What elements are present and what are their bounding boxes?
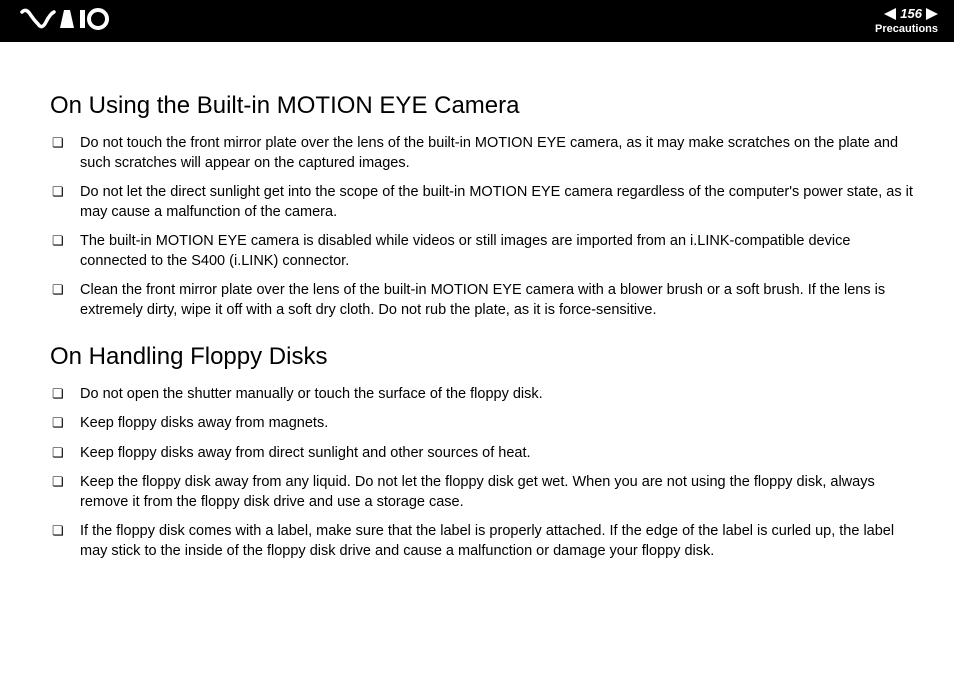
next-page-arrow-icon[interactable] [926,8,938,20]
list-item: Do not touch the front mirror plate over… [50,134,914,173]
list-item: Do not let the direct sunlight get into … [50,183,914,222]
list-item: Do not open the shutter manually or touc… [50,385,914,405]
list-item: Keep floppy disks away from direct sunli… [50,444,914,464]
section1-list: Do not touch the front mirror plate over… [50,134,914,321]
page-number: 156 [900,7,922,21]
section2-list: Do not open the shutter manually or touc… [50,385,914,562]
page-nav: 156 [884,7,938,21]
vaio-logo-svg [20,8,110,30]
prev-page-arrow-icon[interactable] [884,8,896,20]
list-item: Clean the front mirror plate over the le… [50,281,914,320]
list-item: If the floppy disk comes with a label, m… [50,522,914,561]
list-item: The built-in MOTION EYE camera is disabl… [50,232,914,271]
page-content: On Using the Built-in MOTION EYE Camera … [0,42,954,674]
list-item: Keep the floppy disk away from any liqui… [50,473,914,512]
list-item: Keep floppy disks away from magnets. [50,414,914,434]
document-page: 156 Precautions On Using the Built-in MO… [0,0,954,674]
section2-heading: On Handling Floppy Disks [50,343,914,371]
header-right: 156 Precautions [875,7,938,34]
section-name: Precautions [875,23,938,35]
section1-heading: On Using the Built-in MOTION EYE Camera [50,92,914,120]
vaio-logo [20,8,110,35]
header-bar: 156 Precautions [0,0,954,42]
